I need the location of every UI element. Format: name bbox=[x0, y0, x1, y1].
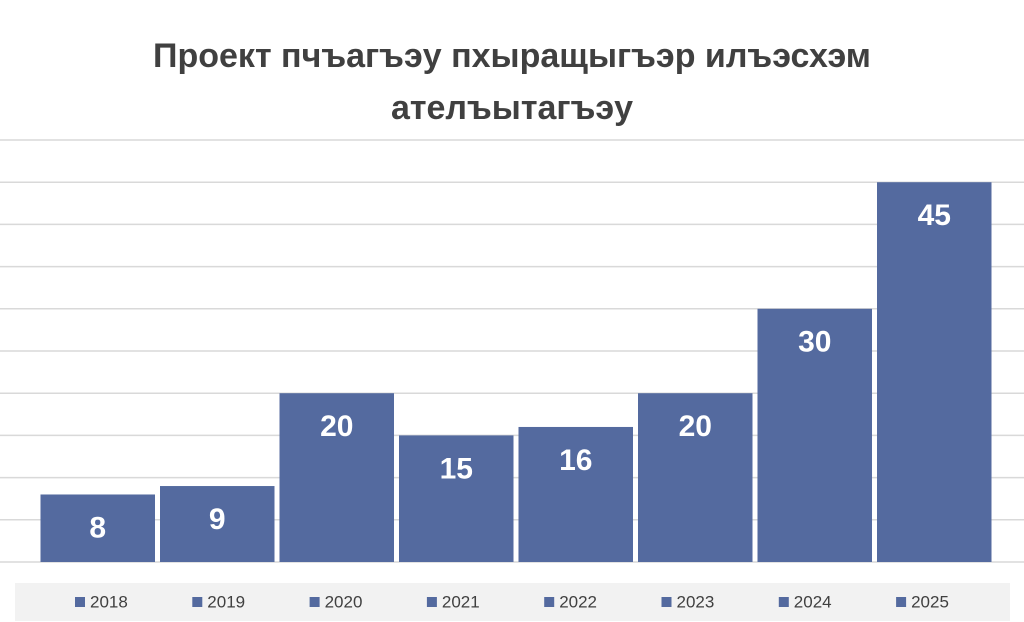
data-label: 20 bbox=[679, 410, 712, 443]
bar bbox=[757, 308, 872, 562]
legend-label: 2021 bbox=[442, 592, 480, 611]
legend-label: 2020 bbox=[325, 592, 363, 611]
bar bbox=[518, 426, 633, 562]
bar bbox=[40, 494, 155, 562]
legend-label: 2024 bbox=[794, 592, 832, 611]
data-label: 30 bbox=[798, 326, 831, 359]
bar bbox=[399, 435, 514, 562]
data-label: 9 bbox=[209, 503, 226, 536]
legend-swatch bbox=[778, 597, 789, 607]
legend-swatch bbox=[661, 597, 672, 607]
bar bbox=[638, 393, 753, 562]
legend-swatch bbox=[896, 597, 907, 607]
legend-label: 2022 bbox=[559, 592, 597, 611]
legend-swatch bbox=[192, 597, 203, 607]
legend-label: 2025 bbox=[911, 592, 949, 611]
legend-swatch bbox=[309, 597, 320, 607]
bar bbox=[877, 182, 992, 562]
data-label: 20 bbox=[320, 410, 353, 443]
legend-label: 2019 bbox=[207, 592, 245, 611]
bar bbox=[279, 393, 394, 562]
legend-label: 2023 bbox=[677, 592, 715, 611]
legend-swatch bbox=[426, 597, 437, 607]
legend-background bbox=[15, 583, 1010, 621]
legend-swatch bbox=[544, 597, 555, 607]
legend-label: 2018 bbox=[90, 592, 128, 611]
data-label: 45 bbox=[918, 199, 951, 232]
data-label: 15 bbox=[440, 452, 473, 485]
legend-swatch bbox=[75, 597, 85, 607]
bar bbox=[160, 486, 275, 562]
data-label: 8 bbox=[89, 511, 106, 544]
chart-title: Проект пчъагъэу пхыращыгъэр илъэсхэм ате… bbox=[153, 37, 871, 127]
data-label: 16 bbox=[559, 444, 592, 477]
